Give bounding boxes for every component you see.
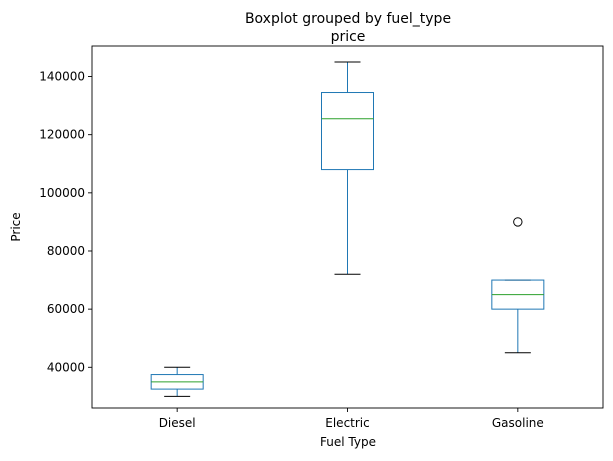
chart-suptitle: Boxplot grouped by fuel_type [245,11,451,27]
y-tick-label: 40000 [47,360,85,374]
y-tick-label: 120000 [39,128,85,142]
y-tick-label: 140000 [39,70,85,84]
x-axis: Diesel Electric Gasoline [159,408,544,430]
y-tick-label: 60000 [47,302,85,316]
chart-title: price [331,29,366,45]
x-tick-label: Gasoline [492,416,544,430]
y-tick-label: 80000 [47,244,85,258]
y-tick-label: 100000 [39,186,85,200]
box-electric [321,61,374,275]
outlier-point [513,217,523,227]
x-tick-label: Diesel [159,416,196,430]
iqr-box [321,92,374,171]
box-group [150,61,545,397]
box-gasoline [491,217,545,354]
y-axis-label: Price [9,212,23,241]
x-axis-label: Fuel Type [320,435,376,449]
x-tick-label: Electric [325,416,369,430]
box-diesel [150,366,204,397]
y-axis: 40000 60000 80000 100000 120000 140000 [39,70,92,374]
